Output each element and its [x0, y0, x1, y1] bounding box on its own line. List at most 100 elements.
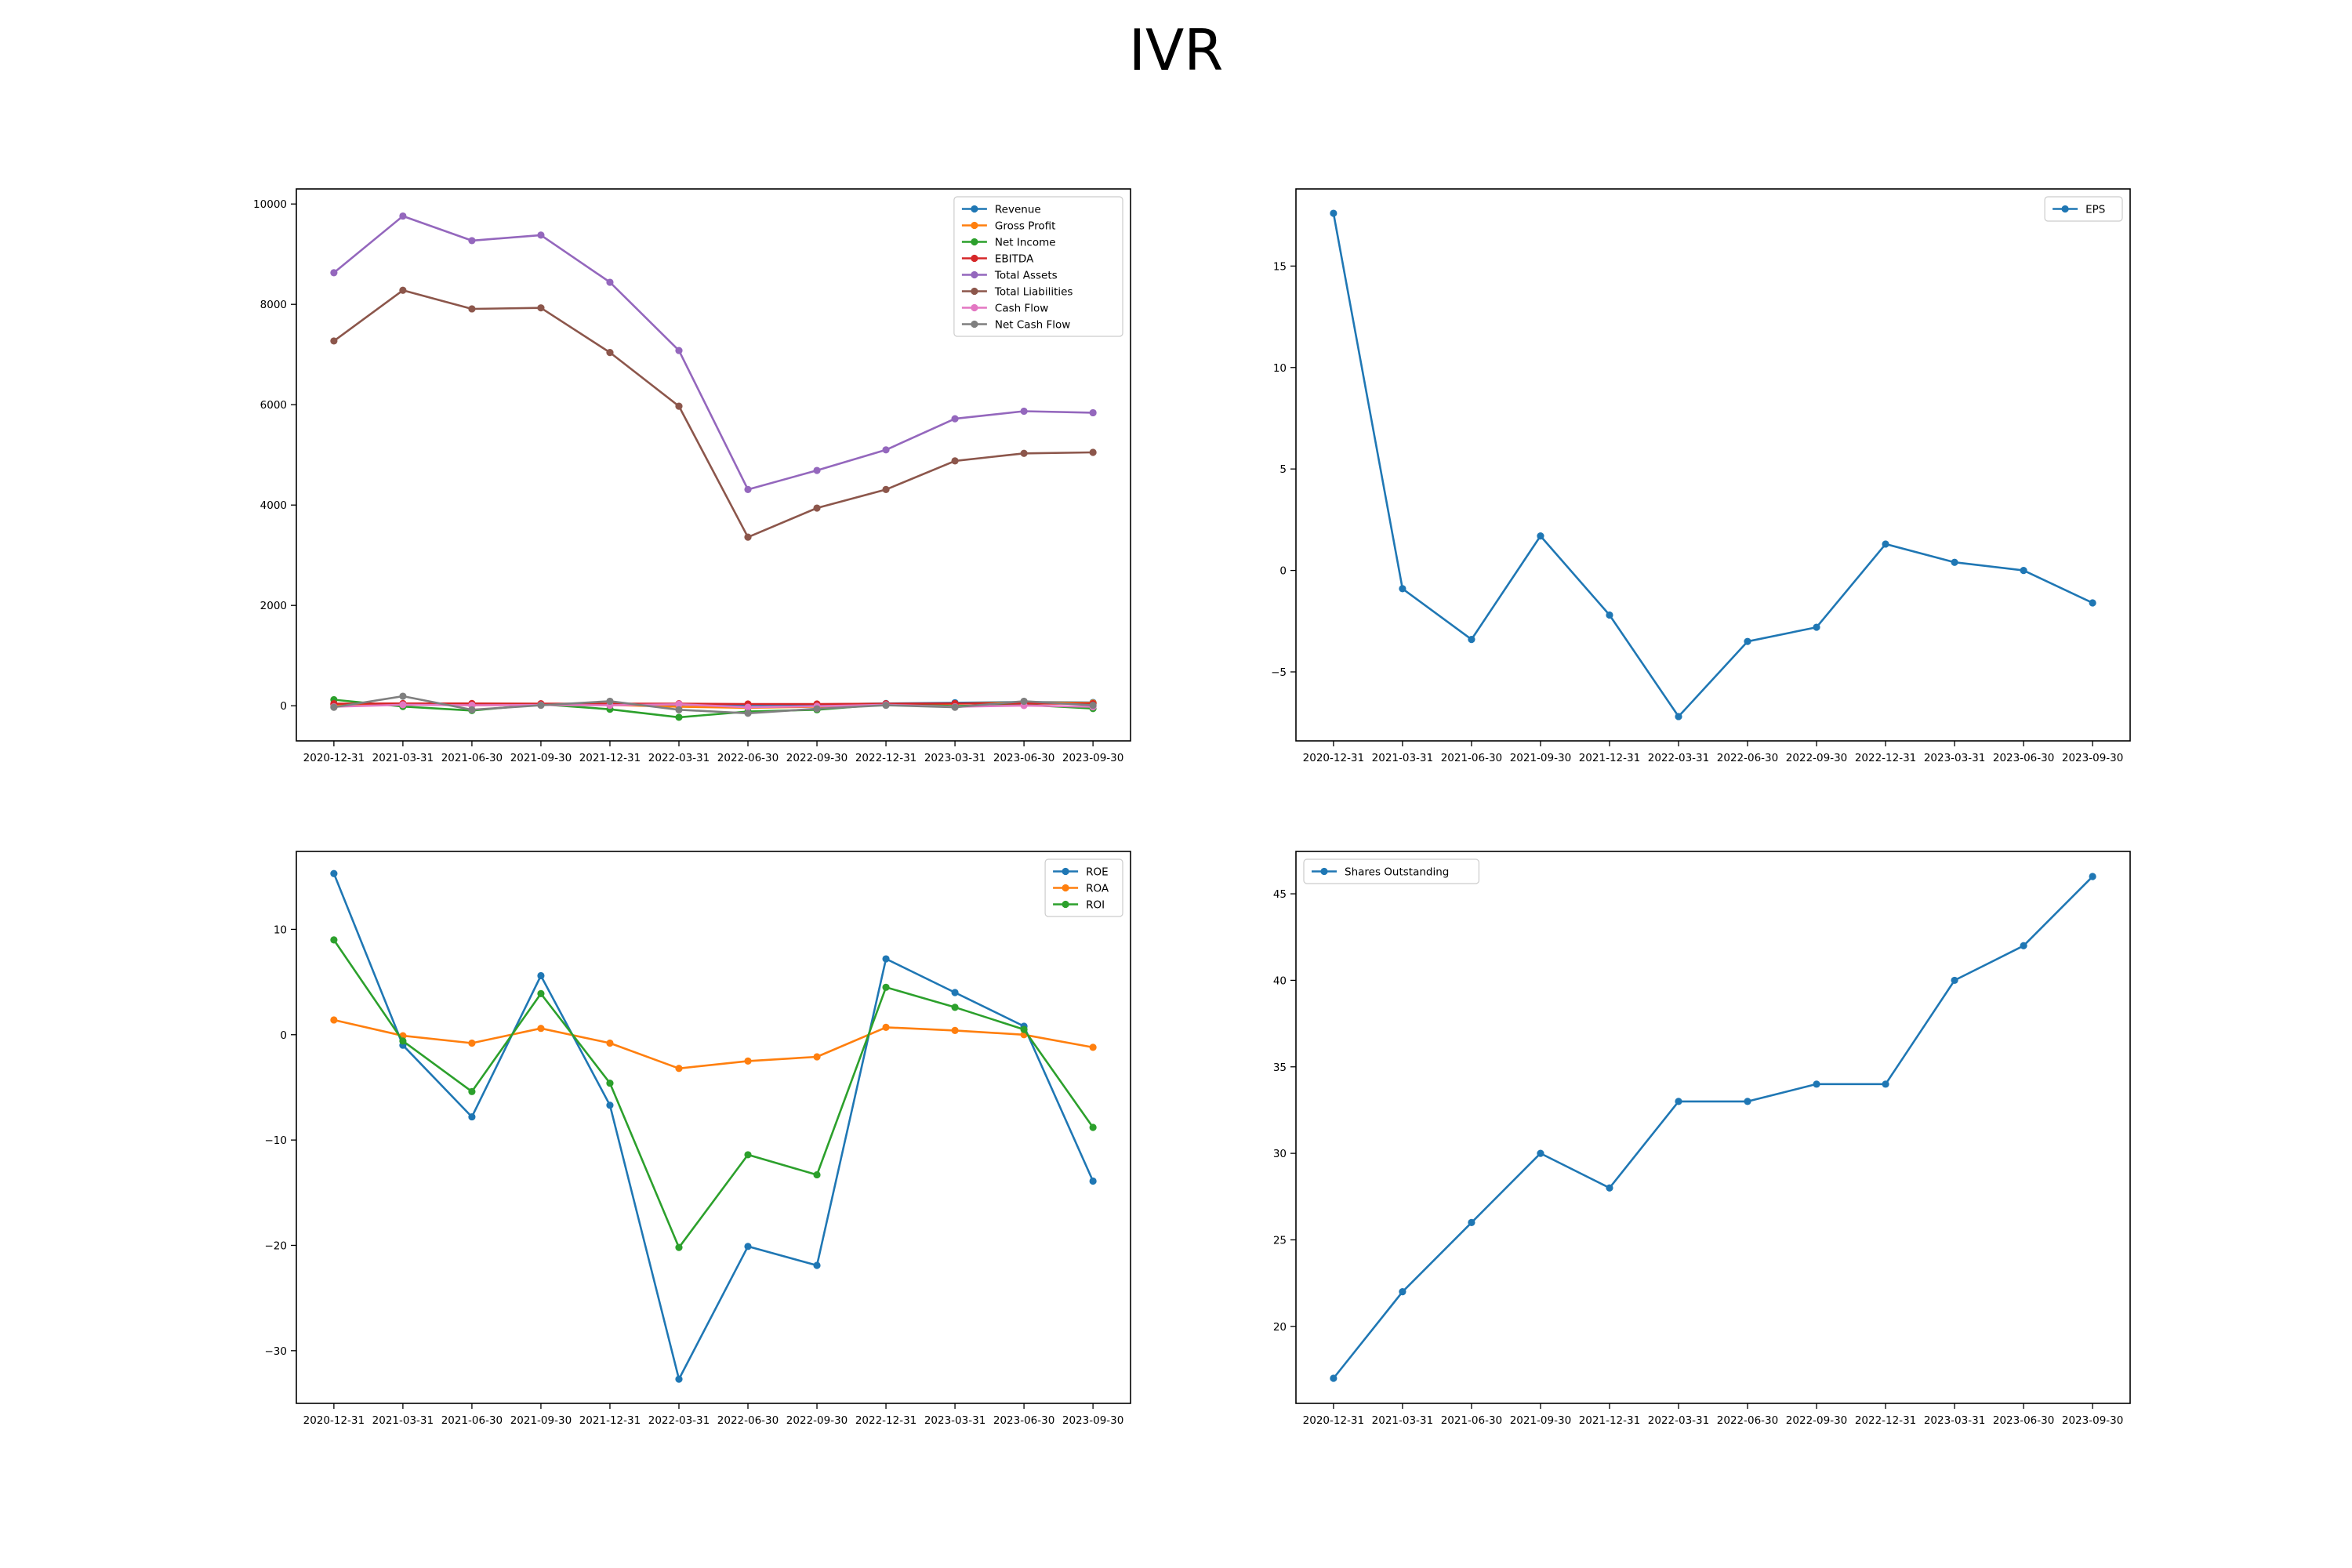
data-point — [813, 1171, 821, 1179]
data-point — [813, 1053, 821, 1061]
legend: EPS — [2044, 196, 2123, 222]
legend-label: Total Liabilities — [994, 286, 1073, 299]
data-point — [399, 701, 407, 709]
x-tick-label: 2023-09-30 — [2062, 1414, 2123, 1427]
data-point — [951, 457, 959, 465]
y-tick-label: 8000 — [260, 299, 287, 311]
y-tick-label: 4000 — [260, 499, 287, 512]
legend-label: Cash Flow — [995, 303, 1048, 315]
legend: Revenue Gross Profit Net Income EBITDA Total… — [953, 196, 1123, 337]
data-point — [468, 1039, 476, 1047]
data-point — [1330, 1374, 1338, 1382]
x-tick-label: 2021-09-30 — [1510, 752, 1571, 764]
x-tick-label: 2022-03-31 — [1648, 1414, 1709, 1427]
legend-label: EBITDA — [995, 253, 1034, 266]
legend-swatch-marker — [1062, 900, 1069, 909]
data-point — [1951, 558, 1958, 566]
y-tick-label: 5 — [1279, 463, 1287, 476]
legend: Shares Outstanding — [1303, 858, 1479, 884]
data-point — [951, 1004, 959, 1011]
data-point — [744, 1151, 752, 1159]
data-point — [744, 533, 752, 541]
data-point — [1468, 635, 1475, 644]
subplot-shares-outstanding: 2020-12-31 2021-03-31 2021-06-30 2021-09-30… — [1273, 851, 2131, 1427]
legend-label: Net Income — [995, 237, 1056, 249]
legend-label: Gross Profit — [995, 220, 1056, 233]
y-tick-label: 15 — [1273, 260, 1287, 273]
series-roi — [330, 936, 1097, 1251]
data-point — [744, 485, 752, 493]
legend-label: EPS — [2085, 204, 2105, 216]
data-point — [951, 989, 959, 996]
data-point — [675, 347, 683, 354]
x-tick-label: 2023-06-30 — [993, 1414, 1054, 1427]
data-point — [1813, 1080, 1820, 1088]
legend-box — [953, 196, 1123, 337]
y-tick-label: 45 — [1273, 888, 1287, 901]
data-point — [882, 1023, 890, 1031]
data-point — [813, 705, 821, 713]
x-tick-label: 2023-03-31 — [1924, 752, 1985, 764]
series-line — [333, 702, 1094, 706]
legend-label: ROE — [1086, 866, 1109, 879]
x-tick-label: 2023-06-30 — [1993, 1414, 2054, 1427]
data-point — [882, 983, 890, 991]
x-tick-label: 2022-12-31 — [1855, 752, 1916, 764]
legend-swatch-marker — [971, 254, 978, 263]
data-point — [2020, 942, 2027, 949]
data-point — [606, 1079, 614, 1087]
legend: ROE ROA ROI — [1044, 858, 1123, 917]
data-point — [1020, 407, 1028, 416]
data-point — [951, 1026, 959, 1034]
series-total-assets — [330, 212, 1097, 493]
x-tick-label: 2021-09-30 — [1510, 1414, 1571, 1427]
y-tick-label: 0 — [1279, 565, 1287, 578]
data-point — [468, 1112, 476, 1121]
plot-frame — [296, 188, 1131, 742]
legend-swatch-marker — [971, 287, 978, 296]
data-point — [813, 1261, 821, 1269]
y-tick-label: 10 — [1273, 362, 1287, 375]
legend-swatch-marker — [971, 270, 978, 279]
x-tick-label: 2021-06-30 — [441, 752, 503, 764]
data-point — [1020, 697, 1028, 706]
data-point — [2089, 599, 2096, 607]
y-tick-label: 6000 — [260, 399, 287, 412]
x-tick-label: 2023-09-30 — [2062, 752, 2123, 764]
data-point — [675, 1065, 683, 1073]
data-point — [399, 692, 407, 700]
data-point — [1399, 585, 1406, 593]
figure-title: IVR — [1128, 17, 1224, 83]
series-line — [333, 695, 1094, 715]
data-point — [675, 713, 683, 721]
y-tick-label: 30 — [1273, 1148, 1287, 1160]
data-point — [1882, 1080, 1889, 1088]
series-eps — [1330, 209, 2096, 720]
data-point — [330, 703, 338, 711]
data-point — [951, 415, 959, 423]
data-point — [2089, 873, 2096, 880]
series-line — [333, 1018, 1094, 1070]
legend-label: Shares Outstanding — [1345, 866, 1449, 879]
subplot-returns: 2020-12-31 2021-03-31 2021-06-30 2021-09-30… — [265, 851, 1131, 1427]
data-point — [1089, 408, 1097, 417]
data-point — [468, 237, 476, 245]
series-line — [1332, 212, 2093, 718]
y-tick-label: −5 — [1271, 666, 1287, 679]
data-point — [1399, 1288, 1406, 1296]
y-tick-label: 35 — [1273, 1062, 1287, 1074]
legend-swatch-marker — [971, 320, 978, 328]
x-tick-label: 2022-09-30 — [786, 752, 848, 764]
legend-swatch-marker — [2061, 205, 2069, 213]
data-point — [606, 349, 614, 357]
x-tick-label: 2022-12-31 — [855, 752, 916, 764]
data-point — [1606, 611, 1613, 619]
data-point — [1813, 623, 1820, 631]
x-tick-label: 2022-12-31 — [1855, 1414, 1916, 1427]
x-tick-label: 2022-03-31 — [1648, 752, 1709, 764]
x-tick-label: 2021-06-30 — [441, 1414, 503, 1427]
x-tick-label: 2020-12-31 — [303, 752, 365, 764]
legend-swatch-marker — [1062, 867, 1069, 876]
data-point — [744, 703, 752, 711]
data-point — [675, 706, 683, 713]
